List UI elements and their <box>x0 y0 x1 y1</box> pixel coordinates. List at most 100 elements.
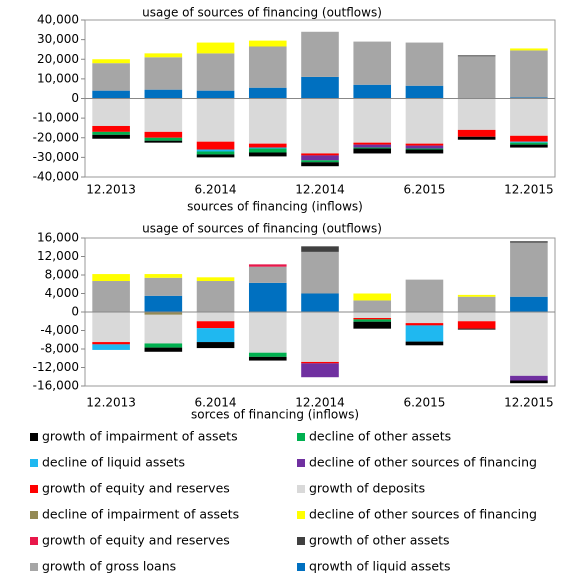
bar-segment <box>510 50 548 98</box>
bar-segment <box>196 98 235 142</box>
legend-swatch <box>297 485 305 493</box>
bar-segment <box>301 76 339 99</box>
bar-segment <box>353 300 392 312</box>
bar-segment <box>144 89 183 99</box>
bar-segment <box>301 312 339 362</box>
y-tick-label: -30,000 <box>33 150 79 164</box>
legend-label: decline of impairment of assets <box>42 507 239 522</box>
legend-swatch <box>30 563 38 571</box>
bar-segment <box>405 98 444 144</box>
legend-swatch <box>297 433 305 441</box>
bar-segment <box>405 323 444 326</box>
bar-segment <box>510 375 548 381</box>
legend-label: growth of other assets <box>309 533 450 548</box>
bar-segment <box>196 90 235 99</box>
legend-swatch <box>30 485 38 493</box>
legend-label: growth of gross loans <box>42 559 176 573</box>
legend-swatch <box>30 433 38 441</box>
bar-segment <box>510 144 548 148</box>
x-tick-label: 12.2014 <box>295 183 345 197</box>
legend-swatch <box>297 511 305 519</box>
y-tick-label: -4,000 <box>40 323 79 337</box>
bar-segment <box>92 281 130 312</box>
bar-segment <box>248 143 287 148</box>
bar-segment <box>457 55 496 57</box>
bar-segment <box>248 40 287 47</box>
bar-segment <box>301 363 339 378</box>
legend-label: growth of deposits <box>309 481 425 496</box>
y-tick-label: -10,000 <box>33 111 79 125</box>
bar-segment <box>405 85 444 99</box>
legend-swatch <box>297 537 305 545</box>
bar-segment <box>196 342 235 349</box>
bar-segment <box>144 274 183 278</box>
bar-segment <box>196 281 235 312</box>
bar-segment <box>301 98 339 154</box>
legend-label: decline of other sources of financing <box>309 507 537 522</box>
bar-segment <box>510 242 548 297</box>
bar-segment <box>248 87 287 99</box>
bar-segment <box>301 160 339 163</box>
bar-segment <box>92 131 130 135</box>
chart-title: usage of sources of financing (outflows) <box>142 222 382 236</box>
bar-segment <box>248 152 287 157</box>
bar-segment <box>405 143 444 146</box>
bar-segment <box>353 142 392 145</box>
bar-segment <box>92 59 130 64</box>
y-tick-label: 10,000 <box>37 71 79 85</box>
x-axis-label: sources of financing (inflows) <box>187 200 363 214</box>
bar-segment <box>248 147 287 149</box>
bar-segment <box>196 149 235 152</box>
bar-segment <box>144 131 183 138</box>
bar-segment <box>457 328 496 330</box>
bar-segment <box>144 312 183 315</box>
bar-segment <box>301 361 339 364</box>
x-axis-label: sorces of financing (inflows) <box>191 408 359 422</box>
bar-segment <box>92 134 130 139</box>
bar-segment <box>405 148 444 150</box>
x-tick-label: 6.2015 <box>403 396 445 410</box>
y-tick-label: -20,000 <box>33 130 79 144</box>
bar-segment <box>405 341 444 346</box>
bar-segment <box>196 321 235 329</box>
legend-label: growth of impairment of assets <box>42 429 238 444</box>
bar-segment <box>457 56 496 99</box>
y-tick-label: 4,000 <box>45 286 79 300</box>
bar-segment <box>196 151 235 155</box>
x-tick-label: 12.2014 <box>295 396 345 410</box>
bar-segment <box>510 135 548 142</box>
bar-segment <box>353 148 392 154</box>
bar-segment <box>301 155 339 161</box>
bar-segment <box>248 264 287 267</box>
bar-segment <box>510 241 548 243</box>
bar-segment <box>92 125 130 132</box>
bar-segment <box>144 98 183 132</box>
legend-swatch <box>30 537 38 545</box>
bar-segment <box>196 53 235 91</box>
bar-segment <box>353 147 392 149</box>
x-tick-label: 12.2015 <box>504 183 554 197</box>
bar-segment <box>144 140 183 143</box>
bar-segment <box>301 251 339 294</box>
legend-swatch <box>297 563 305 571</box>
x-tick-label: 6.2014 <box>195 396 237 410</box>
legend-swatch <box>297 459 305 467</box>
bar-segment <box>353 41 392 85</box>
bar-segment <box>457 321 496 329</box>
bar-segment <box>457 294 496 297</box>
bar-segment <box>353 98 392 143</box>
y-tick-label: -8,000 <box>40 342 79 356</box>
y-tick-label: -40,000 <box>33 170 79 184</box>
legend-label: decline of other sources of financing <box>309 455 537 470</box>
bar-segment <box>248 282 287 312</box>
bar-segment <box>144 137 183 141</box>
bar-segment <box>248 46 287 88</box>
bar-segment <box>196 328 235 343</box>
bar-segment <box>457 129 496 137</box>
bar-segment <box>196 141 235 150</box>
bar-segment <box>510 142 548 145</box>
bar-segment <box>248 352 287 357</box>
bar-segment <box>457 312 496 322</box>
x-tick-label: 12.2013 <box>86 396 136 410</box>
